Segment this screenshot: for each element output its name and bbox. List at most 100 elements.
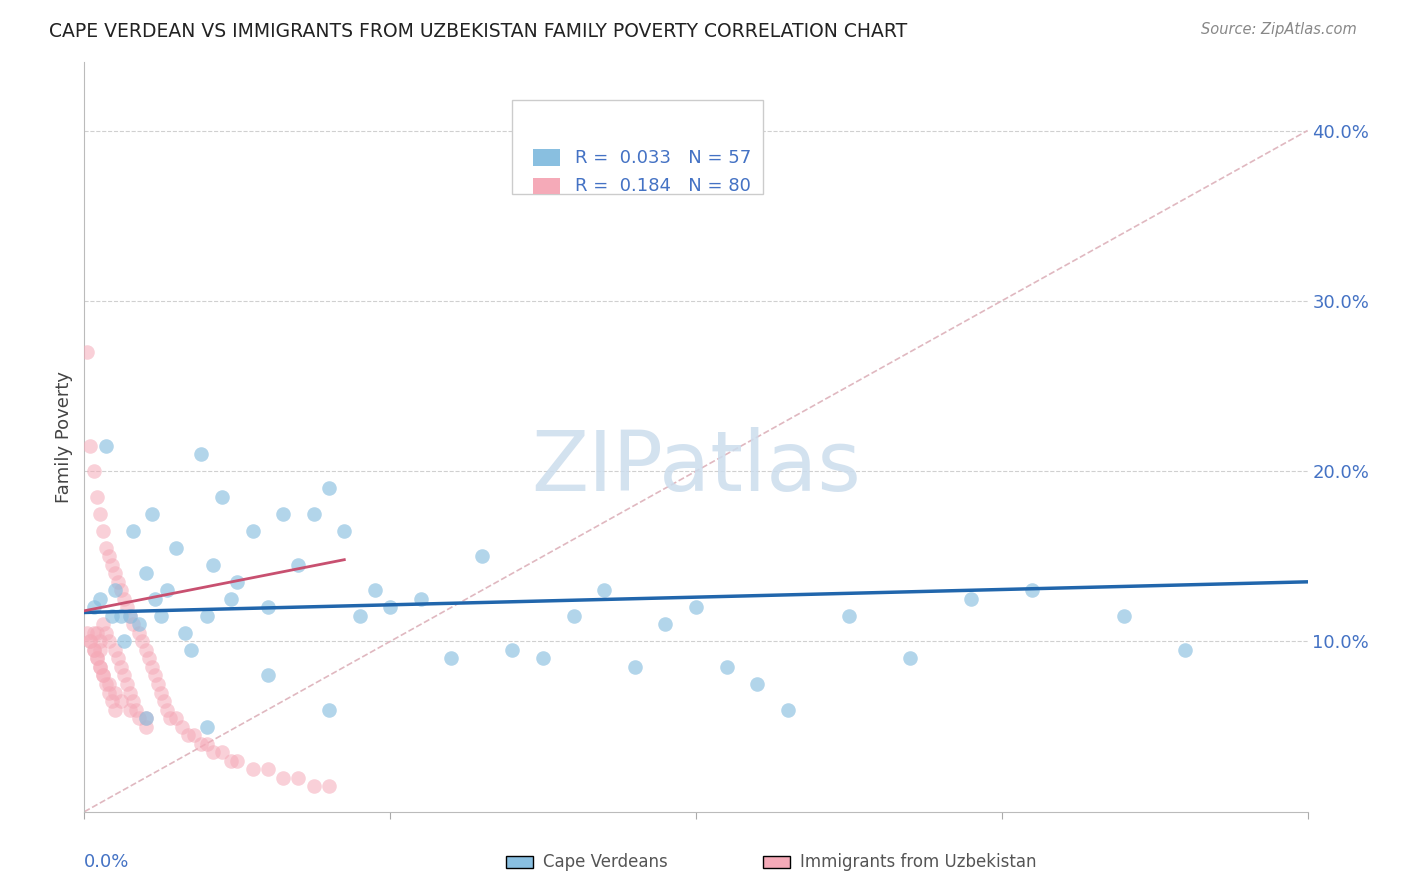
Point xyxy=(838,608,860,623)
Point xyxy=(146,677,169,691)
Point xyxy=(898,651,921,665)
Point xyxy=(97,677,120,691)
Point xyxy=(91,668,114,682)
Text: R =  0.184   N = 80: R = 0.184 N = 80 xyxy=(575,178,751,195)
Point xyxy=(97,685,120,699)
Point xyxy=(89,507,111,521)
Point xyxy=(83,643,105,657)
Point xyxy=(79,634,101,648)
Point xyxy=(122,694,145,708)
Text: Cape Verdeans: Cape Verdeans xyxy=(543,853,668,871)
Point xyxy=(83,626,105,640)
Point xyxy=(190,447,212,461)
Point xyxy=(112,668,135,682)
Point xyxy=(364,583,387,598)
FancyBboxPatch shape xyxy=(533,149,560,166)
Point xyxy=(180,643,202,657)
Point xyxy=(107,574,129,589)
Point xyxy=(104,702,127,716)
Point xyxy=(131,634,153,648)
Point xyxy=(128,626,150,640)
Point xyxy=(318,702,340,716)
Point xyxy=(76,626,98,640)
Point xyxy=(89,634,111,648)
Point xyxy=(101,608,124,623)
Y-axis label: Family Poverty: Family Poverty xyxy=(55,371,73,503)
Point xyxy=(302,779,325,793)
Point xyxy=(1114,608,1136,623)
Point xyxy=(94,541,117,555)
Point xyxy=(97,549,120,564)
Point xyxy=(1021,583,1043,598)
Point xyxy=(94,626,117,640)
Point xyxy=(135,711,157,725)
Point xyxy=(112,591,135,606)
Text: ZIPatlas: ZIPatlas xyxy=(531,426,860,508)
Point xyxy=(135,720,157,734)
Point xyxy=(624,660,647,674)
Text: Source: ZipAtlas.com: Source: ZipAtlas.com xyxy=(1201,22,1357,37)
Point xyxy=(257,668,280,682)
Point xyxy=(271,507,294,521)
Point xyxy=(101,558,124,572)
Text: R =  0.033   N = 57: R = 0.033 N = 57 xyxy=(575,149,751,167)
FancyBboxPatch shape xyxy=(533,178,560,194)
Point xyxy=(531,651,554,665)
Point xyxy=(83,464,105,478)
Point xyxy=(91,524,114,538)
Point xyxy=(135,643,157,657)
Point xyxy=(115,600,138,615)
Point xyxy=(115,677,138,691)
Point xyxy=(287,558,309,572)
Point xyxy=(83,643,105,657)
Point xyxy=(120,702,142,716)
Point xyxy=(128,617,150,632)
Point xyxy=(165,541,187,555)
Point xyxy=(257,762,280,776)
Point xyxy=(89,643,111,657)
Point xyxy=(104,643,127,657)
Point xyxy=(89,660,111,674)
Point xyxy=(174,626,197,640)
Point xyxy=(257,600,280,615)
Point xyxy=(440,651,463,665)
Point xyxy=(110,694,132,708)
Point xyxy=(112,634,135,648)
Point xyxy=(141,507,163,521)
Point xyxy=(91,617,114,632)
Point xyxy=(195,737,218,751)
Point xyxy=(94,677,117,691)
Point xyxy=(76,345,98,359)
Point xyxy=(747,677,769,691)
Point xyxy=(318,481,340,495)
Point xyxy=(165,711,187,725)
Point xyxy=(89,660,111,674)
Point xyxy=(125,702,148,716)
Point xyxy=(593,583,616,598)
Point xyxy=(685,600,707,615)
Point xyxy=(242,524,264,538)
Point xyxy=(242,762,264,776)
Text: Immigrants from Uzbekistan: Immigrants from Uzbekistan xyxy=(800,853,1036,871)
FancyBboxPatch shape xyxy=(763,856,790,868)
Point xyxy=(156,702,179,716)
Point xyxy=(201,745,224,759)
Point xyxy=(79,439,101,453)
Point xyxy=(380,600,402,615)
Point xyxy=(471,549,494,564)
Point xyxy=(143,591,166,606)
Point xyxy=(287,771,309,785)
Point xyxy=(960,591,983,606)
Point xyxy=(86,651,108,665)
Point xyxy=(153,694,176,708)
Point xyxy=(1174,643,1197,657)
Point xyxy=(654,617,676,632)
Point xyxy=(172,720,194,734)
Point xyxy=(141,660,163,674)
Point xyxy=(89,591,111,606)
Point xyxy=(86,651,108,665)
Point xyxy=(201,558,224,572)
Point xyxy=(177,728,200,742)
Point xyxy=(159,711,181,725)
Point xyxy=(110,608,132,623)
